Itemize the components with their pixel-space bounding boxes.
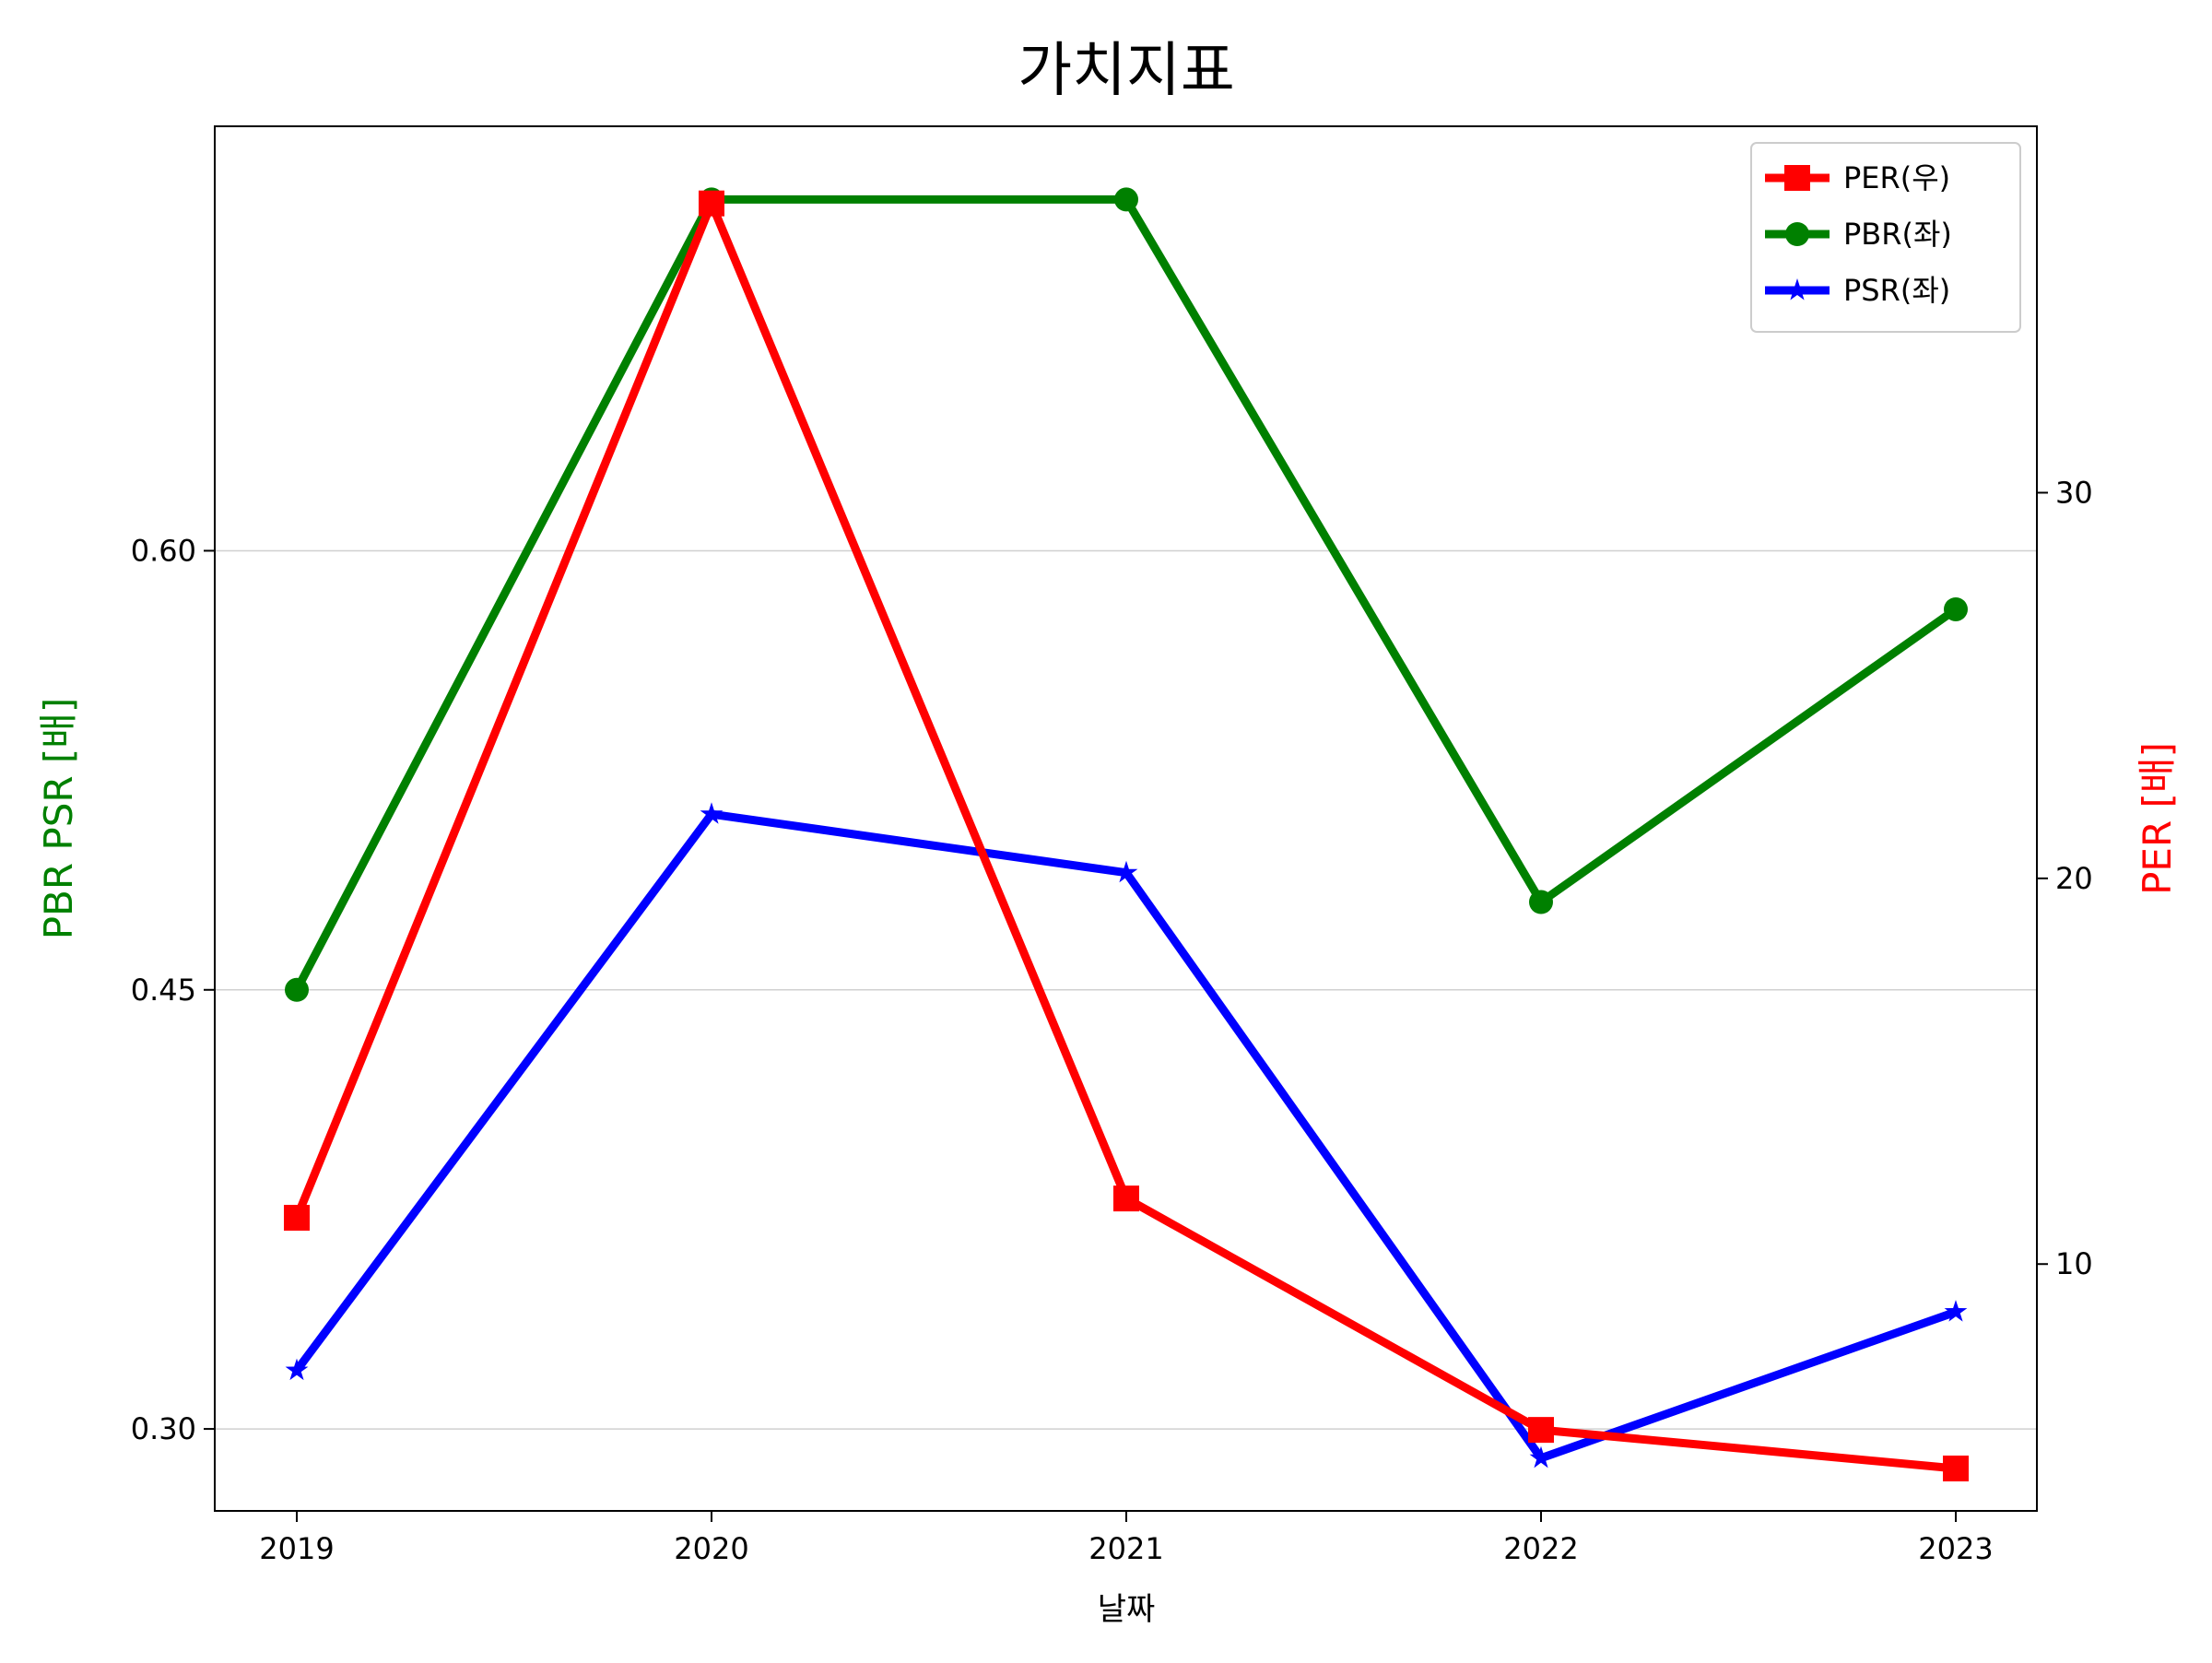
legend-marker [1784,165,1810,191]
series-layer [284,187,1969,1481]
legend-box [1750,142,2021,333]
x-tick-label: 2023 [1918,1531,1993,1566]
data-point [1529,1445,1553,1468]
y-right-tick-label: 20 [2055,861,2093,896]
data-point [1529,890,1553,914]
data-point [1943,1455,1969,1481]
legend-label: PER(우) [1843,160,1950,195]
legend-label: PSR(좌) [1843,273,1950,308]
x-tick-label: 2019 [259,1531,334,1566]
y-axis-right: 10 20 30 [2037,475,2093,1281]
y-left-tick-label: 0.45 [131,973,196,1008]
data-point [699,190,724,217]
data-point [1114,860,1138,883]
x-axis-label: 날짜 [1098,1591,1156,1628]
x-tick-label: 2022 [1503,1531,1578,1566]
y-axis-left-label: PBR PSR [배] [36,698,81,940]
data-point [285,977,309,1002]
x-tick-label: 2020 [674,1531,748,1566]
data-point [1113,1185,1139,1212]
chart-title: 가치지표 [1018,37,1235,105]
legend: PER(우) PBR(좌) PSR(좌) [1750,142,2021,333]
legend-marker [1785,278,1809,301]
x-tick-label: 2021 [1088,1531,1163,1566]
y-axis-right-label: PER [배] [2135,742,2180,895]
grid-lines [215,549,2037,1430]
data-point [1944,1300,1968,1322]
x-axis: 2019 2020 2021 2022 2023 [259,1511,1994,1566]
data-point [285,1358,309,1381]
data-point [1114,187,1138,212]
y-left-tick-label: 0.30 [131,1411,196,1446]
series-star [285,802,1968,1468]
y-left-tick-label: 0.60 [131,533,196,568]
y-right-tick-label: 30 [2055,475,2093,510]
y-right-tick-label: 10 [2055,1246,2093,1281]
legend-label: PBR(좌) [1843,217,1952,252]
data-point [1528,1417,1554,1444]
y-axis-left: 0.30 0.45 0.60 [131,533,215,1446]
data-point [1944,596,1968,621]
data-point [700,802,724,824]
series-square [284,190,1969,1481]
legend-marker [1785,222,1809,246]
data-point [284,1205,310,1232]
